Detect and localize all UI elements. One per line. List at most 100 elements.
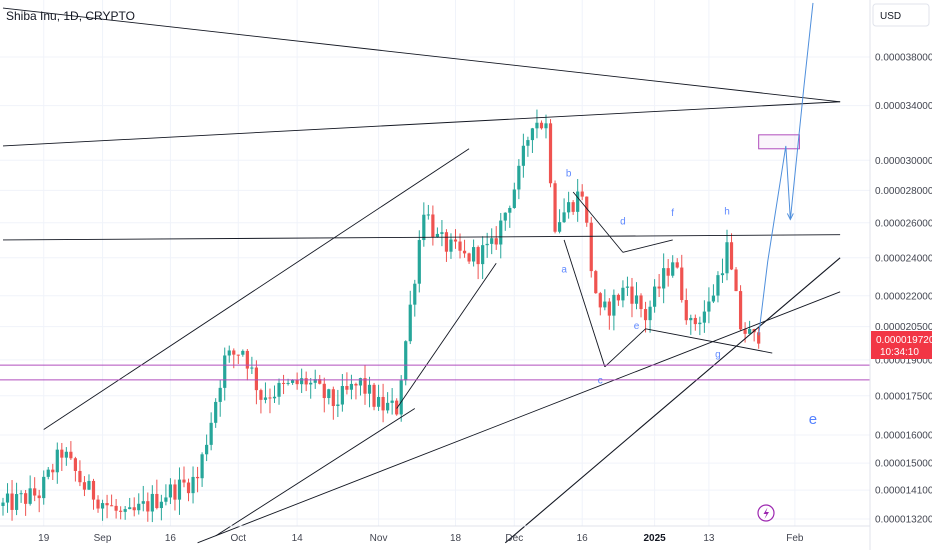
wave-label-c: c — [598, 375, 603, 386]
candle-body — [42, 476, 46, 499]
candle-body — [227, 350, 231, 356]
target-zone-box — [758, 134, 800, 150]
candle-body — [250, 367, 254, 369]
x-tick-label: Feb — [786, 533, 804, 544]
candle-body — [1, 502, 5, 506]
candle-body — [585, 196, 589, 223]
x-tick-label: Nov — [370, 533, 388, 544]
candle-body — [259, 390, 263, 400]
wave-a-c-line — [563, 239, 606, 367]
svg-text:USD: USD — [880, 11, 901, 22]
candle-body — [653, 286, 657, 307]
candle-body — [78, 470, 82, 483]
candle-body — [110, 505, 114, 507]
candle-body — [91, 480, 96, 500]
candle-body — [557, 222, 562, 232]
candle-body — [462, 250, 467, 254]
candle-body — [408, 304, 412, 342]
candle-body — [449, 239, 453, 252]
currency-button[interactable]: USD — [872, 3, 930, 27]
candle-body — [517, 165, 521, 190]
candle-body — [639, 295, 643, 310]
candle-body — [738, 291, 743, 330]
x-tick-label: 14 — [292, 533, 304, 544]
candle-body — [553, 183, 557, 232]
wave-label-f: f — [671, 208, 674, 219]
candles — [1, 109, 761, 523]
candle-body — [182, 479, 186, 483]
candle-body — [105, 503, 109, 506]
projection-arrowhead — [786, 213, 794, 221]
y-tick-label: 0.000015000 — [875, 459, 932, 470]
candle-body — [526, 140, 530, 146]
candle-body — [232, 350, 236, 355]
candle-body — [367, 384, 372, 394]
candle-body — [372, 384, 376, 407]
candle-body — [205, 444, 209, 455]
candle-body — [155, 493, 159, 509]
candle-body — [96, 499, 100, 509]
candle-body — [431, 214, 435, 238]
y-tick-label: 0.000020500 — [875, 322, 932, 333]
y-tick-label: 0.000026000 — [875, 218, 932, 229]
y-tick-label: 0.000017500 — [875, 391, 932, 402]
candle-body — [60, 449, 64, 458]
price-axis-panel[interactable] — [870, 0, 932, 550]
x-tick-label: Dec — [505, 533, 523, 544]
candle-body — [521, 145, 525, 166]
candle-body — [150, 493, 154, 512]
candle-body — [200, 454, 204, 479]
grid — [0, 0, 870, 526]
candle-body — [499, 220, 503, 245]
projection-path — [758, 2, 814, 336]
candle-body — [399, 380, 403, 415]
candle-body — [535, 122, 539, 129]
candle-body — [128, 507, 132, 510]
y-tick-label: 0.000024000 — [875, 253, 932, 264]
candle-body — [64, 451, 68, 458]
candle-body — [119, 510, 123, 512]
y-tick-label: 0.000022000 — [875, 291, 932, 302]
candle-body — [46, 469, 50, 477]
candle-body — [734, 269, 738, 292]
candle-body — [322, 383, 326, 399]
candle-body — [612, 294, 616, 316]
candle-body — [616, 294, 620, 301]
candle-body — [539, 122, 544, 129]
y-tick-label: 0.000014100 — [875, 486, 932, 497]
candle-body — [689, 317, 693, 321]
candle-body — [10, 493, 14, 510]
candle-body — [33, 488, 37, 496]
candle-body — [707, 301, 711, 312]
candle-body — [195, 476, 200, 479]
wave-label-h: h — [724, 206, 730, 217]
candle-body — [209, 422, 213, 445]
candle-body — [345, 386, 349, 390]
drawings — [0, 2, 870, 544]
channel-lower-line — [215, 408, 416, 537]
candle-body — [331, 389, 335, 407]
lightning-event-icon[interactable] — [757, 504, 775, 522]
candle-body — [241, 350, 245, 355]
candle-body — [28, 488, 32, 504]
svg-text:10:34:10: 10:34:10 — [880, 347, 919, 358]
candle-body — [634, 295, 639, 304]
candle-body — [381, 396, 385, 411]
candle-body — [481, 245, 485, 265]
candle-body — [621, 287, 625, 301]
candle-body — [548, 123, 553, 184]
candle-body — [191, 476, 195, 494]
ascending-trendline-top — [2, 101, 841, 147]
horizontal-resistance-line — [2, 234, 841, 241]
candle-body — [69, 451, 73, 459]
candle-body — [236, 354, 240, 356]
candle-body — [164, 497, 168, 502]
candle-body — [395, 400, 399, 415]
candle-body — [87, 480, 91, 490]
channel-breakout-line — [396, 263, 497, 409]
candle-body — [281, 382, 286, 384]
candle-body — [51, 469, 55, 473]
wave-label-a: a — [561, 265, 567, 276]
y-tick-label: 0.000030000 — [875, 156, 932, 167]
